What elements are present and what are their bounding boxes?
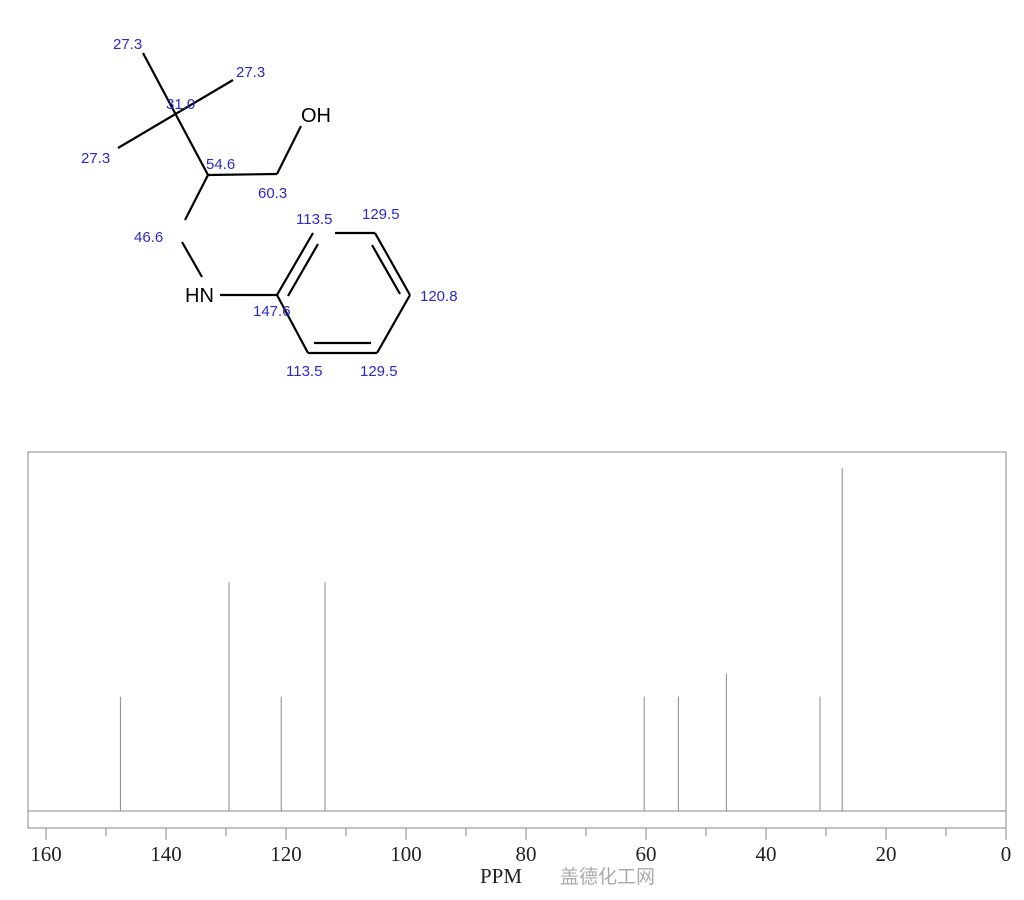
bond (276, 125, 302, 175)
peaks (119, 468, 843, 811)
nh-label: HN (185, 285, 214, 307)
bond (371, 244, 401, 295)
shift-label: 54.6 (206, 156, 235, 173)
bond (374, 232, 411, 296)
shift-label: 120.8 (420, 288, 458, 305)
bond (181, 241, 203, 278)
bond (276, 294, 309, 354)
x-axis-label: PPM (480, 864, 522, 888)
x-tick-label: 40 (756, 842, 777, 866)
x-tick-label: 20 (876, 842, 897, 866)
bond (276, 232, 314, 296)
shift-label: 27.3 (81, 150, 110, 167)
x-tick-label: 160 (30, 842, 62, 866)
shift-label: 60.3 (258, 185, 287, 202)
bond (376, 294, 411, 354)
shift-label: 113.5 (296, 211, 332, 228)
x-tick-label: 0 (1001, 842, 1012, 866)
x-tick-label: 120 (270, 842, 302, 866)
x-tick-label: 60 (636, 842, 657, 866)
plot-frame (27, 451, 1007, 829)
x-tick-label: 80 (516, 842, 537, 866)
shift-label: 46.6 (134, 229, 163, 246)
bond (287, 243, 319, 297)
x-axis: 160 140 120 100 80 60 40 20 0 (30, 828, 1011, 866)
molecule-structure (117, 52, 411, 355)
x-tick-label: 140 (150, 842, 182, 866)
oh-label: OH (301, 105, 331, 127)
bond (184, 174, 209, 221)
shift-label: 129.5 (360, 363, 398, 380)
x-tick-label: 100 (390, 842, 422, 866)
shift-label: 113.5 (286, 363, 322, 380)
shift-label: 129.5 (362, 206, 400, 223)
shift-label: 31.0 (166, 96, 195, 113)
shift-label: 27.3 (113, 36, 142, 53)
shift-label: 147.6 (253, 303, 291, 320)
bond (117, 79, 234, 149)
watermark: 盖德化工网 (560, 866, 655, 888)
shift-label: 27.3 (236, 64, 265, 81)
bond (207, 172, 278, 177)
